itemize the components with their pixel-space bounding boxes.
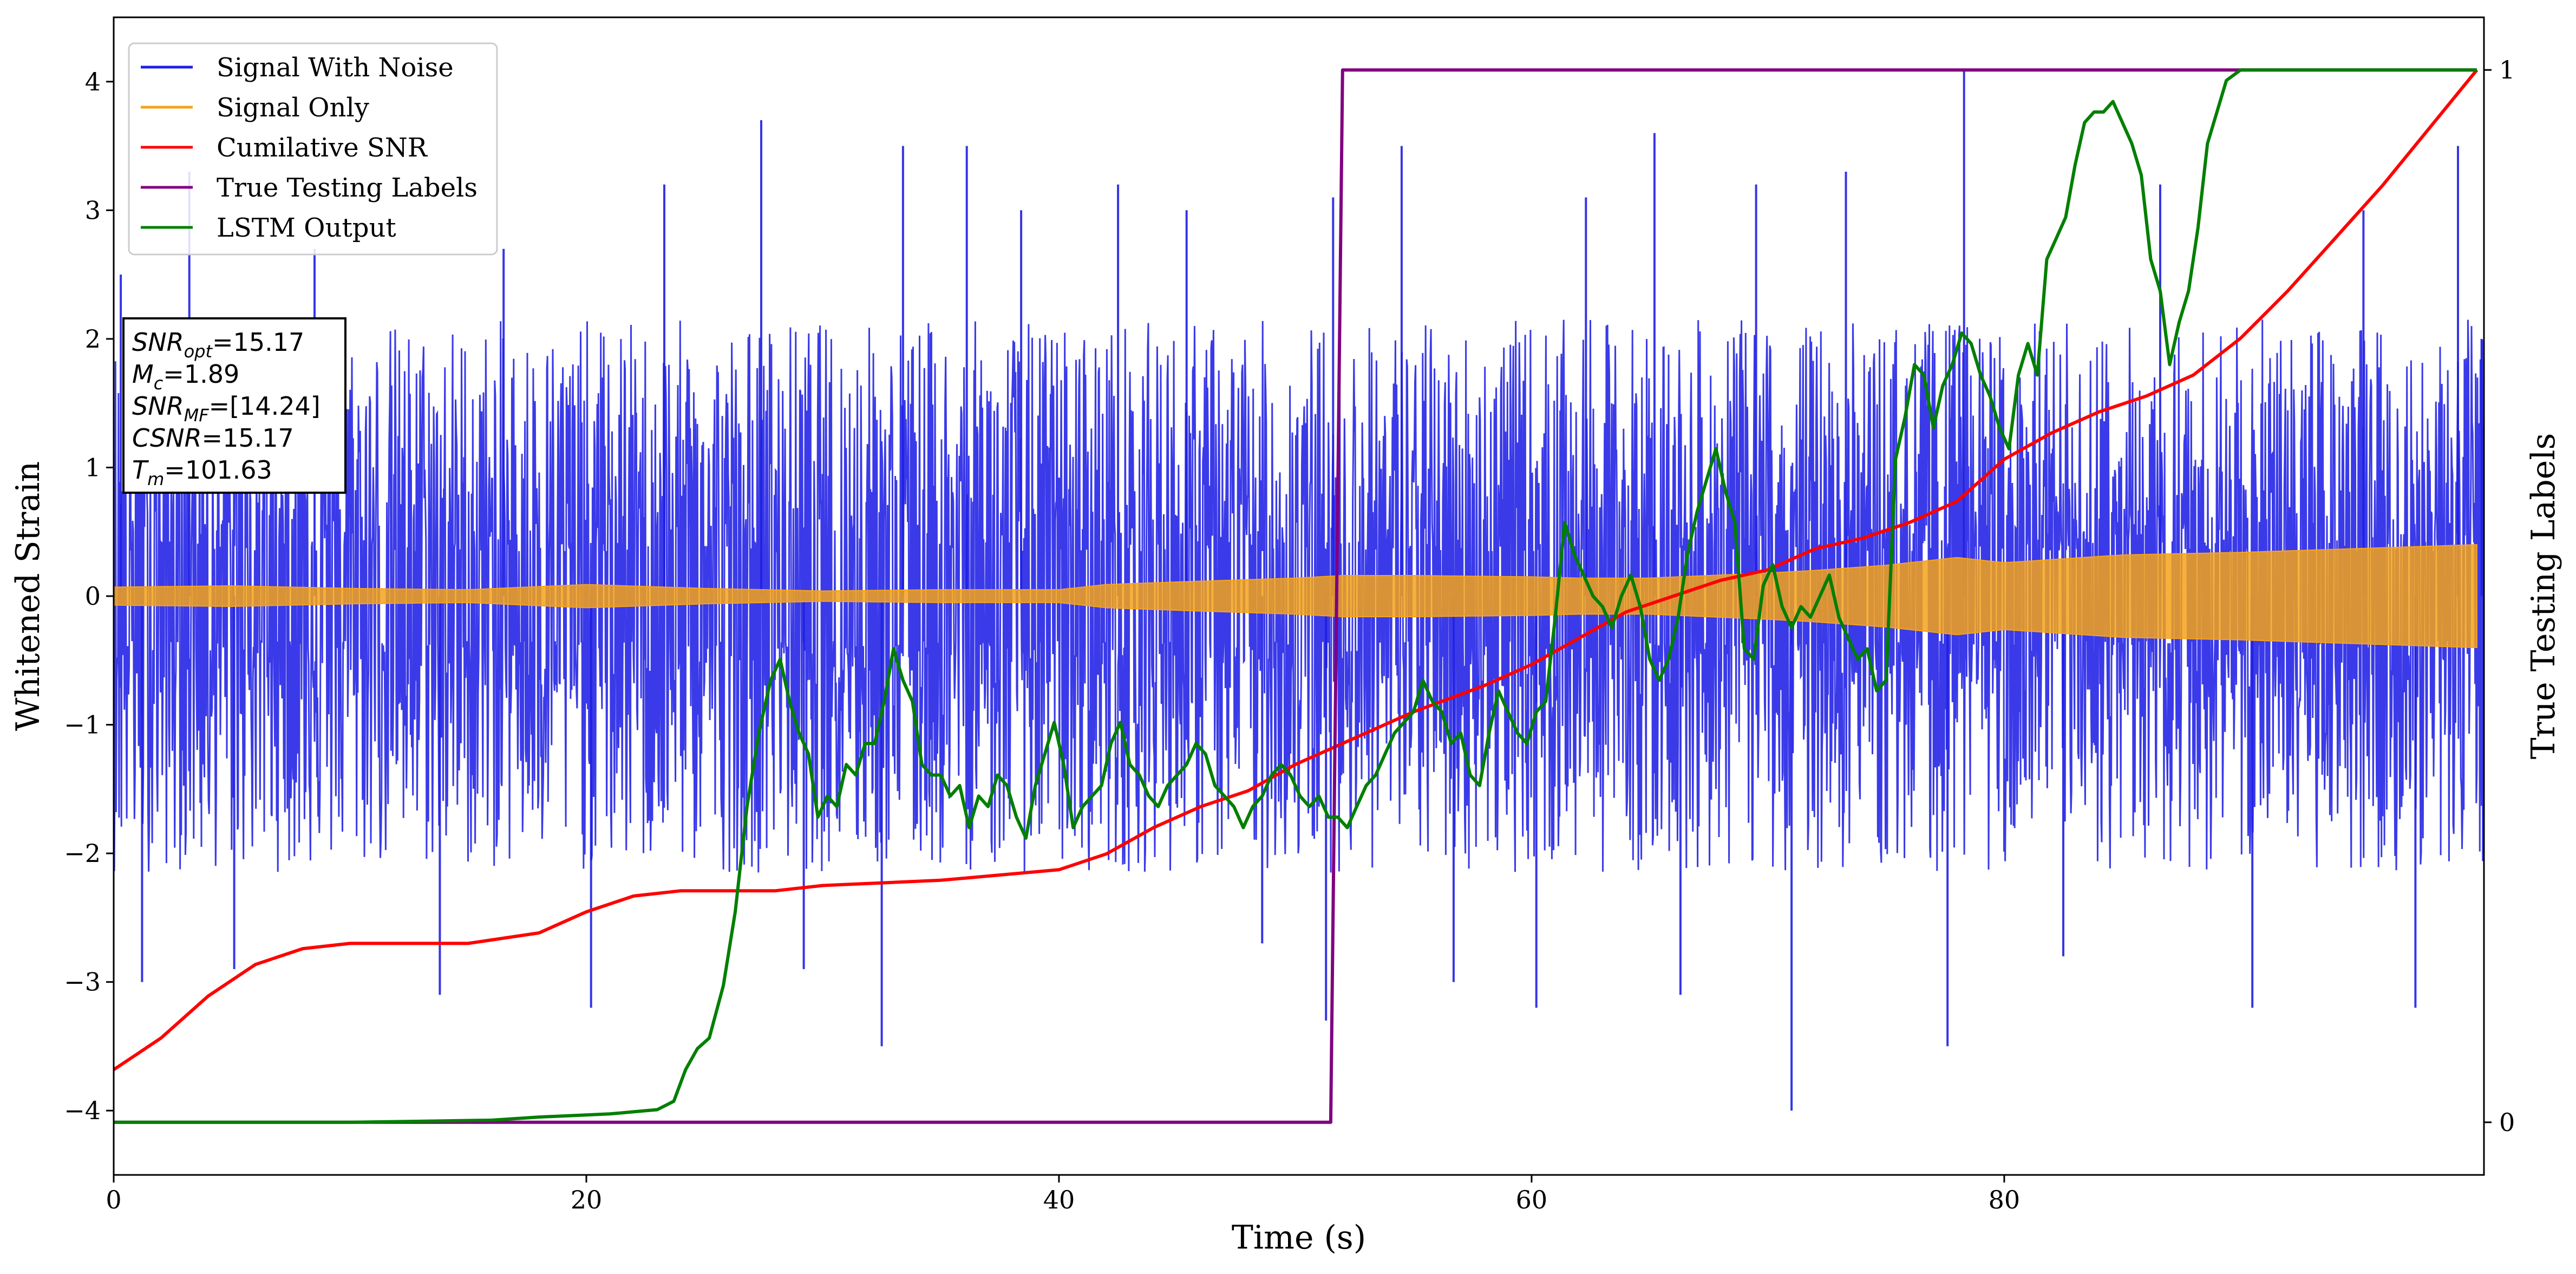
legend-label-signal-with-noise: Signal With Noise — [217, 53, 454, 83]
y-right-tick-label: 0 — [2499, 1108, 2515, 1137]
series-true-testing-labels — [114, 68, 2477, 1124]
y-tick-label: 1 — [85, 453, 101, 482]
y-tick-label: −4 — [64, 1096, 101, 1125]
y-tick-label: 4 — [85, 67, 101, 96]
series-signal-only — [113, 544, 2477, 649]
y-right-axis-label: True Testing Labels — [2525, 433, 2562, 760]
annotation-line: Mc=1.89 — [132, 360, 239, 394]
x-tick-label: 20 — [571, 1185, 603, 1214]
legend-label-lstm-output: LSTM Output — [217, 213, 396, 243]
x-tick-label: 0 — [106, 1185, 121, 1214]
y-tick-label: −1 — [64, 710, 101, 740]
annotation-line: CSNR=15.17 — [132, 423, 294, 453]
x-tick-label: 80 — [1989, 1185, 2021, 1214]
y-right-tick-label: 1 — [2499, 55, 2515, 84]
y-axis-label: Whitened Strain — [9, 461, 47, 731]
legend-label-signal-only: Signal Only — [217, 93, 369, 123]
series-signal-with-noise — [113, 319, 2485, 873]
series-lstm-output — [114, 68, 2477, 1124]
legend-box — [128, 42, 498, 256]
legend-label-cumilative-snr: Cumilative SNR — [217, 133, 428, 163]
plot-area — [113, 68, 2485, 1124]
y-tick-label: 0 — [85, 582, 101, 611]
series-cumilative-snr — [113, 69, 2479, 1072]
y-tick-label: 3 — [85, 195, 101, 225]
y-tick-label: −3 — [64, 968, 101, 997]
annotation-line: SNRopt=15.17 — [132, 328, 304, 362]
legend-label-true-testing-labels: True Testing Labels — [217, 173, 478, 203]
annotation-box: SNRopt=15.17Mc=1.89SNRMF=[14.24]CSNR=15.… — [122, 317, 346, 494]
y-tick-label: 2 — [85, 324, 101, 354]
annotation-frame — [122, 317, 346, 494]
annotation-lines: SNRopt=15.17Mc=1.89SNRMF=[14.24]CSNR=15.… — [132, 328, 321, 489]
x-axis-label: Time (s) — [1232, 1219, 1366, 1257]
legend: Signal With Noise Signal Only Cumilative… — [128, 42, 498, 256]
y-tick-label: −2 — [64, 839, 101, 868]
x-tick-label: 40 — [1043, 1185, 1075, 1214]
annotation-line: SNRMF=[14.24] — [132, 391, 321, 426]
annotation-line: Tm=101.63 — [132, 455, 272, 489]
x-tick-label: 60 — [1516, 1185, 1548, 1214]
